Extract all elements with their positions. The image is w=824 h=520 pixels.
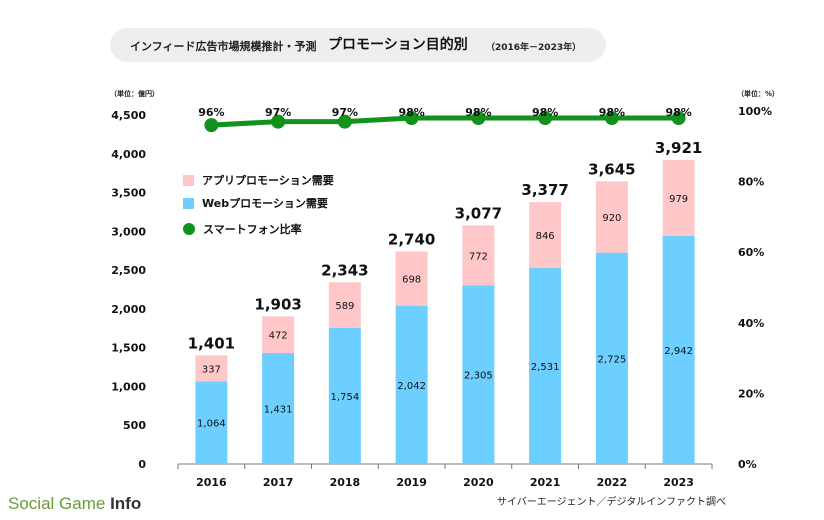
- bar-web: [662, 235, 695, 464]
- smartphone-ratio-point: [671, 111, 686, 126]
- bar-web-value-label: 1,064: [197, 419, 226, 430]
- y-right-tick-label: 20%: [738, 387, 764, 400]
- legend-dot-smartphone: [183, 223, 195, 235]
- bar-app-value-label: 472: [269, 331, 288, 342]
- chart-title: インフィード広告市場規模推計・予測: [130, 40, 317, 53]
- bar-app: [595, 181, 628, 253]
- chart-subtitle: プロモーション目的別: [328, 37, 468, 53]
- bar-total-label: 1,401: [188, 334, 235, 352]
- smartphone-ratio-point: [337, 114, 352, 129]
- bar-app-value-label: 920: [602, 213, 621, 224]
- y-right-tick-label: 40%: [738, 317, 764, 330]
- bar-web: [395, 305, 428, 464]
- legend-item-app: アプリプロモーション需要: [183, 172, 334, 188]
- site-logo: Social Game Info: [8, 494, 142, 513]
- bar-total-label: 3,921: [655, 139, 702, 157]
- smartphone-ratio-label: 98%: [398, 106, 424, 119]
- x-tick-label: 2021: [530, 476, 561, 489]
- smartphone-ratio-point: [538, 111, 553, 126]
- y-left-tick-label: 4,000: [111, 148, 146, 161]
- bar-web-value-label: 1,431: [264, 405, 293, 416]
- source-note: サイバーエージェント／デジタルインファクト調べ: [496, 497, 726, 508]
- y-right-tick-label: 100%: [738, 105, 772, 118]
- bar-web-value-label: 2,942: [664, 346, 693, 357]
- smartphone-ratio-point: [604, 111, 619, 126]
- y-left-tick-label: 2,000: [111, 303, 146, 316]
- bar-app: [462, 225, 495, 286]
- y-left-tick-label: 0: [138, 458, 146, 471]
- smartphone-ratio-label: 98%: [599, 106, 625, 119]
- right-axis-unit: （単位：%）: [737, 90, 780, 98]
- x-tick-label: 2022: [597, 476, 628, 489]
- legend-label-app: アプリプロモーション需要: [202, 174, 334, 187]
- smartphone-ratio-label: 98%: [665, 106, 691, 119]
- legend-swatch-app: [183, 174, 194, 186]
- y-left-tick-label: 2,500: [111, 264, 146, 277]
- smartphone-ratio-label: 96%: [198, 106, 224, 119]
- bar-total-label: 2,740: [388, 230, 435, 248]
- bar-app: [395, 251, 428, 306]
- bar-web-value-label: 2,042: [397, 381, 426, 392]
- bar-web-value-label: 1,754: [331, 392, 360, 403]
- bar-app: [195, 355, 228, 382]
- smartphone-ratio-point: [271, 114, 286, 129]
- bar-total-label: 3,077: [455, 204, 502, 222]
- legend-item-smartphone: スマートフォン比率: [183, 221, 302, 237]
- bar-app-value-label: 979: [669, 194, 688, 205]
- bar-web: [595, 252, 628, 464]
- bar-web-value-label: 2,531: [531, 362, 560, 373]
- bar-app-value-label: 589: [335, 301, 354, 312]
- y-left-tick-label: 3,500: [111, 187, 146, 200]
- bar-total-label: 2,343: [321, 261, 368, 279]
- smartphone-ratio-line: [211, 115, 679, 128]
- x-tick-label: 2016: [196, 476, 227, 489]
- legend-item-web: Webプロモーション需要: [183, 195, 328, 211]
- bar-app-value-label: 772: [469, 251, 488, 262]
- smartphone-ratio-point: [404, 111, 419, 126]
- bar-app: [662, 159, 695, 236]
- title-banner: [110, 28, 606, 62]
- bar-web: [262, 353, 295, 464]
- smartphone-ratio-label: 97%: [265, 106, 291, 119]
- y-right-tick-label: 60%: [738, 246, 764, 259]
- bar-total-label: 1,903: [254, 295, 301, 313]
- bar-app: [529, 202, 562, 268]
- smartphone-ratio-label: 98%: [532, 106, 558, 119]
- bar-web-value-label: 2,725: [598, 354, 627, 365]
- smartphone-ratio-label: 97%: [332, 106, 358, 119]
- x-tick-label: 2018: [330, 476, 361, 489]
- bar-web-value-label: 2,305: [464, 371, 493, 382]
- smartphone-ratio-point: [204, 118, 219, 133]
- y-left-tick-label: 4,500: [111, 109, 146, 122]
- x-tick-label: 2023: [663, 476, 694, 489]
- left-axis-unit: （単位：億円）: [110, 90, 159, 98]
- y-left-tick-label: 1,000: [111, 380, 146, 393]
- y-right-tick-label: 0%: [738, 458, 757, 471]
- bar-app: [328, 282, 361, 328]
- bar-web: [529, 267, 562, 464]
- bar-total-label: 3,645: [588, 160, 635, 178]
- x-tick-label: 2017: [263, 476, 294, 489]
- bar-app-value-label: 698: [402, 275, 421, 286]
- y-left-tick-label: 500: [123, 419, 146, 432]
- x-tick-label: 2019: [396, 476, 427, 489]
- bar-web: [195, 381, 228, 464]
- legend-label-smartphone: スマートフォン比率: [203, 223, 302, 236]
- smartphone-ratio-point: [471, 111, 486, 126]
- bar-web: [328, 327, 361, 464]
- bar-web: [462, 285, 495, 464]
- chart-period: （2016年－2023年）: [486, 43, 582, 53]
- legend-label-web: Webプロモーション需要: [202, 197, 328, 210]
- legend-swatch-web: [183, 197, 194, 209]
- bar-total-label: 3,377: [521, 181, 568, 199]
- y-left-tick-label: 3,000: [111, 225, 146, 238]
- y-right-tick-label: 80%: [738, 176, 764, 189]
- bar-app: [262, 316, 295, 354]
- y-left-tick-label: 1,500: [111, 342, 146, 355]
- smartphone-ratio-label: 98%: [465, 106, 491, 119]
- bar-app-value-label: 337: [202, 364, 221, 375]
- bar-app-value-label: 846: [536, 231, 555, 242]
- x-tick-label: 2020: [463, 476, 494, 489]
